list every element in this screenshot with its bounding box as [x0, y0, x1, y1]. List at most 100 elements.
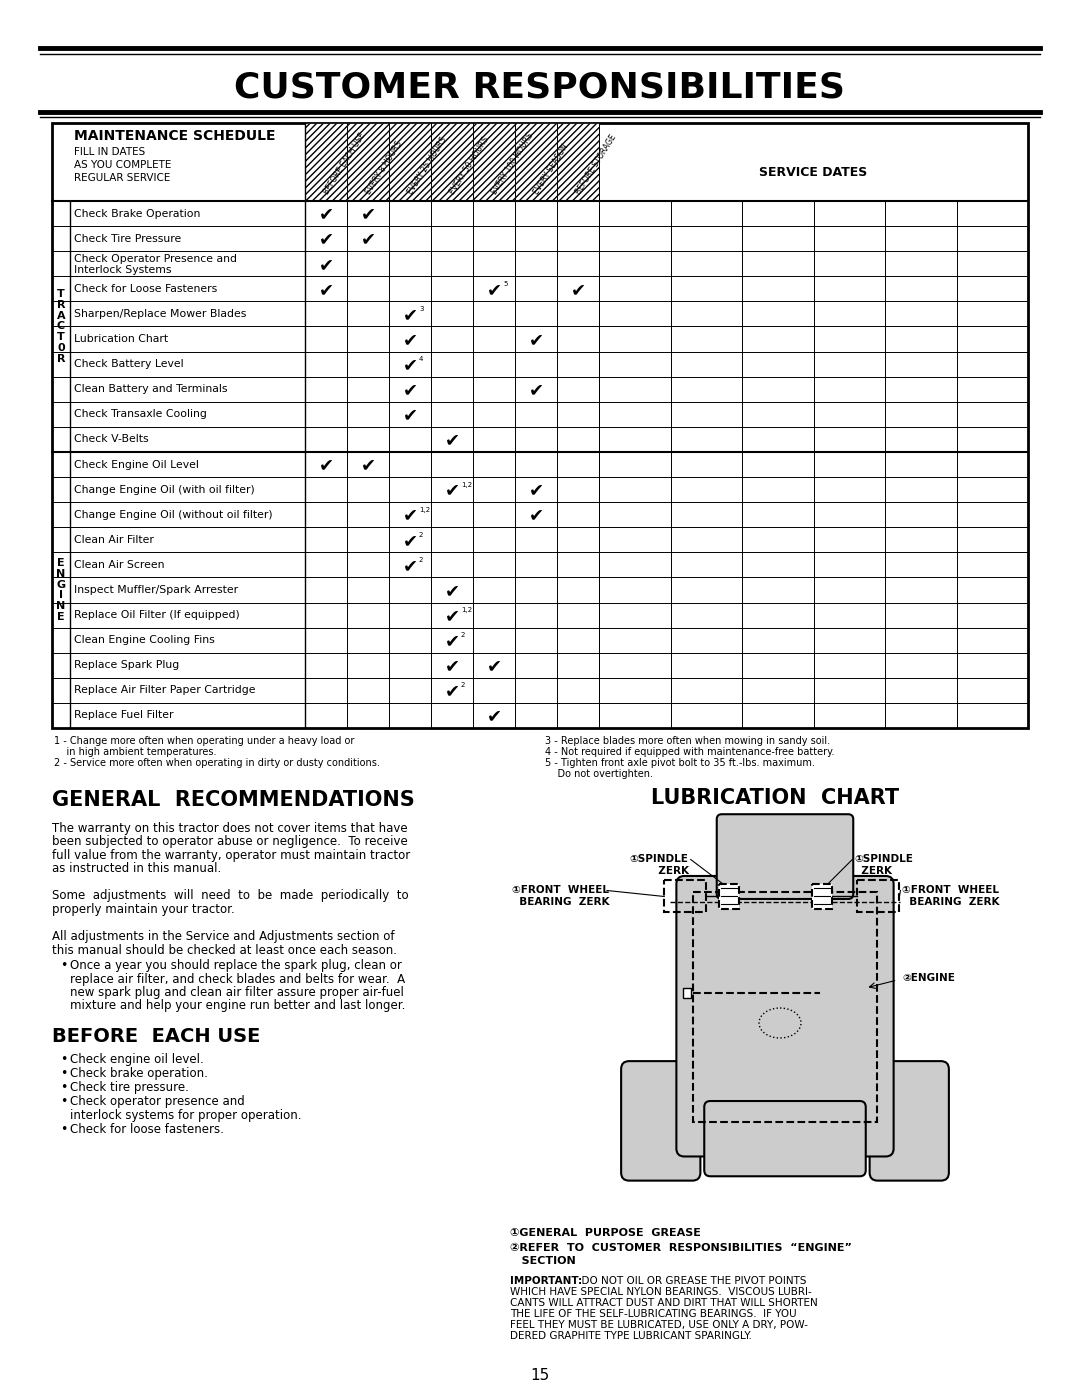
Text: Check engine oil level.: Check engine oil level.: [70, 1053, 204, 1066]
Text: SECTION: SECTION: [510, 1256, 576, 1266]
Text: 1 - Change more often when operating under a heavy load or: 1 - Change more often when operating und…: [54, 736, 354, 746]
Text: LUBRICATION  CHART: LUBRICATION CHART: [651, 788, 899, 807]
Text: Interlock Systems: Interlock Systems: [75, 265, 172, 275]
Text: 2 - Service more often when operating in dirty or dusty conditions.: 2 - Service more often when operating in…: [54, 759, 380, 768]
Text: EVERY 25 HOURS: EVERY 25 HOURS: [406, 136, 448, 196]
Text: Change Engine Oil (with oil filter): Change Engine Oil (with oil filter): [75, 485, 255, 495]
Bar: [858, 880, 900, 912]
Text: ✔: ✔: [445, 482, 460, 500]
Text: Replace Oil Filter (If equipped): Replace Oil Filter (If equipped): [75, 610, 240, 620]
Text: •: •: [60, 1053, 67, 1066]
Text: EVERY 8 HOURS: EVERY 8 HOURS: [364, 140, 404, 196]
Text: ✔: ✔: [528, 482, 543, 500]
Text: DO NOT OIL OR GREASE THE PIVOT POINTS: DO NOT OIL OR GREASE THE PIVOT POINTS: [575, 1275, 807, 1287]
Text: ✔: ✔: [403, 557, 418, 576]
Text: Check tire pressure.: Check tire pressure.: [70, 1081, 189, 1094]
Text: Replace Fuel Filter: Replace Fuel Filter: [75, 711, 174, 721]
Text: 1,2: 1,2: [419, 507, 430, 513]
Text: ✔: ✔: [528, 381, 543, 400]
Text: 2: 2: [419, 557, 423, 563]
Text: full value from the warranty, operator must maintain tractor: full value from the warranty, operator m…: [52, 849, 410, 862]
Text: REGULAR SERVICE: REGULAR SERVICE: [75, 173, 171, 183]
Text: ①SPINDLE
  ZERK: ①SPINDLE ZERK: [630, 855, 689, 876]
Text: •: •: [60, 1081, 67, 1094]
Text: Sharpen/Replace Mower Blades: Sharpen/Replace Mower Blades: [75, 309, 246, 319]
FancyBboxPatch shape: [717, 814, 853, 900]
Text: 4 - Not required if equipped with maintenance-free battery.: 4 - Not required if equipped with mainte…: [545, 747, 835, 757]
Text: Check for Loose Fasteners: Check for Loose Fasteners: [75, 284, 217, 293]
Text: SERVICE DATES: SERVICE DATES: [759, 165, 867, 179]
Text: ✔: ✔: [445, 633, 460, 650]
Text: Check Battery Level: Check Battery Level: [75, 359, 184, 369]
Text: 5 - Tighten front axle pivot bolt to 35 ft.-lbs. maximum.: 5 - Tighten front axle pivot bolt to 35 …: [545, 759, 815, 768]
Text: this manual should be checked at least once each season.: this manual should be checked at least o…: [52, 943, 397, 957]
Text: ✔: ✔: [445, 608, 460, 624]
Text: replace air filter, and check blades and belts for wear.  A: replace air filter, and check blades and…: [70, 972, 405, 985]
Text: ✔: ✔: [319, 256, 334, 274]
Text: as instructed in this manual.: as instructed in this manual.: [52, 862, 221, 876]
Text: EVERY 50 HOURS: EVERY 50 HOURS: [448, 136, 490, 196]
Text: 15: 15: [530, 1368, 550, 1383]
Bar: [664, 880, 706, 912]
Text: ①SPINDLE
  ZERK: ①SPINDLE ZERK: [854, 855, 914, 876]
Text: •: •: [60, 1123, 67, 1136]
Text: Some  adjustments  will  need  to  be  made  periodically  to: Some adjustments will need to be made pe…: [52, 890, 408, 902]
Text: properly maintain your tractor.: properly maintain your tractor.: [52, 902, 234, 916]
Text: ✔: ✔: [570, 281, 585, 299]
Text: EVERY 100 HOURS: EVERY 100 HOURS: [490, 131, 535, 196]
Bar: [305, 123, 599, 201]
Bar: [718, 884, 739, 909]
FancyBboxPatch shape: [704, 1101, 866, 1176]
Text: Clean Air Screen: Clean Air Screen: [75, 560, 164, 570]
Text: BEFORE STORAGE: BEFORE STORAGE: [573, 133, 618, 196]
Text: in high ambient temperatures.: in high ambient temperatures.: [54, 747, 216, 757]
Text: Lubrication Chart: Lubrication Chart: [75, 334, 168, 344]
Text: ✔: ✔: [361, 205, 376, 224]
Bar: [683, 988, 691, 997]
Bar: [812, 884, 833, 909]
Text: ✔: ✔: [445, 432, 460, 450]
Text: Clean Battery and Terminals: Clean Battery and Terminals: [75, 384, 228, 394]
Text: BEFORE EACH USE: BEFORE EACH USE: [322, 131, 367, 196]
Text: ✔: ✔: [403, 306, 418, 324]
Text: ✔: ✔: [319, 231, 334, 249]
Text: E
N
G
I
N
E: E N G I N E: [56, 557, 66, 622]
Text: BEFORE  EACH USE: BEFORE EACH USE: [52, 1027, 260, 1046]
Text: EVERY SEASON: EVERY SEASON: [532, 142, 570, 196]
FancyBboxPatch shape: [869, 1062, 949, 1180]
Text: ✔: ✔: [445, 682, 460, 700]
Text: Check V-Belts: Check V-Belts: [75, 434, 149, 444]
Text: Once a year you should replace the spark plug, clean or: Once a year you should replace the spark…: [70, 958, 402, 972]
Text: new spark plug and clean air filter assure proper air-fuel: new spark plug and clean air filter assu…: [70, 986, 404, 999]
Text: ✔: ✔: [445, 583, 460, 599]
Text: All adjustments in the Service and Adjustments section of: All adjustments in the Service and Adjus…: [52, 930, 394, 943]
Text: Change Engine Oil (without oil filter): Change Engine Oil (without oil filter): [75, 510, 272, 520]
Text: FILL IN DATES: FILL IN DATES: [75, 147, 145, 156]
Text: Replace Spark Plug: Replace Spark Plug: [75, 661, 179, 671]
Text: •: •: [60, 958, 67, 972]
Text: ✔: ✔: [319, 457, 334, 475]
Bar: [52, 123, 1028, 728]
Text: ✔: ✔: [486, 707, 501, 725]
Text: MAINTENANCE SCHEDULE: MAINTENANCE SCHEDULE: [75, 129, 275, 142]
Text: Check Engine Oil Level: Check Engine Oil Level: [75, 460, 199, 469]
Text: ✔: ✔: [403, 532, 418, 550]
Text: ②ENGINE: ②ENGINE: [903, 972, 956, 983]
Text: WHICH HAVE SPECIAL NYLON BEARINGS.  VISCOUS LUBRI-: WHICH HAVE SPECIAL NYLON BEARINGS. VISCO…: [510, 1287, 812, 1296]
Text: ①FRONT  WHEEL
  BEARING  ZERK: ①FRONT WHEEL BEARING ZERK: [512, 886, 609, 907]
Text: ②REFER  TO  CUSTOMER  RESPONSIBILITIES  “ENGINE”: ②REFER TO CUSTOMER RESPONSIBILITIES “ENG…: [510, 1243, 852, 1253]
Text: ✔: ✔: [528, 507, 543, 525]
Text: 3: 3: [419, 306, 423, 312]
Text: Check Tire Pressure: Check Tire Pressure: [75, 233, 181, 243]
Text: been subjected to operator abuse or negligence.  To receive: been subjected to operator abuse or negl…: [52, 835, 408, 848]
Text: ✔: ✔: [403, 331, 418, 349]
Text: ✔: ✔: [445, 657, 460, 675]
Text: 5: 5: [503, 281, 508, 286]
Text: Do not overtighten.: Do not overtighten.: [545, 768, 653, 780]
Text: Check operator presence and: Check operator presence and: [70, 1095, 245, 1108]
Text: Check brake operation.: Check brake operation.: [70, 1067, 207, 1080]
Bar: [693, 891, 877, 1122]
FancyBboxPatch shape: [621, 1062, 700, 1180]
Text: ✔: ✔: [486, 657, 501, 675]
Text: Check Transaxle Cooling: Check Transaxle Cooling: [75, 409, 207, 419]
